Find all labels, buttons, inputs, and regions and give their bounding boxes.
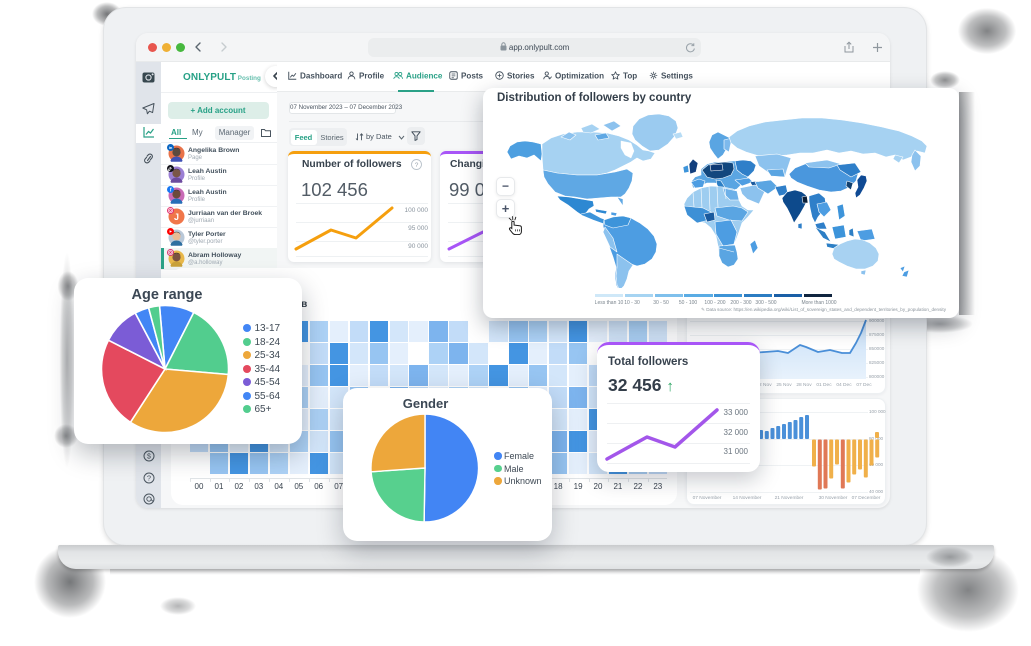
svg-text:?: ?	[415, 162, 419, 169]
svg-text:?: ?	[147, 474, 151, 483]
svg-text:J: J	[174, 212, 179, 222]
svg-text:in: in	[168, 145, 172, 150]
svg-text:$: $	[147, 454, 151, 461]
svg-text:f: f	[169, 188, 171, 193]
